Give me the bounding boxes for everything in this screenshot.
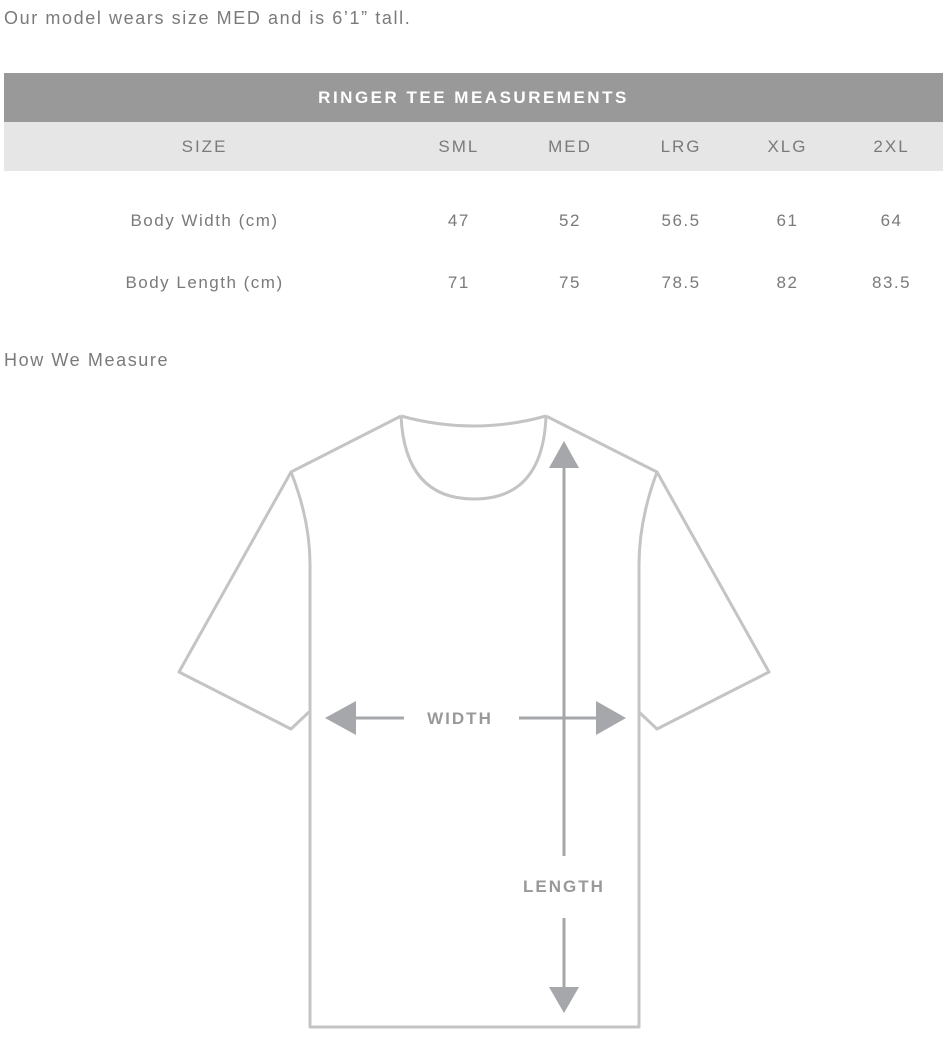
header-cell: SML [405, 122, 513, 171]
measurements-table: RINGER TEE MEASUREMENTS SIZE SML MED LRG… [4, 73, 943, 314]
length-arrow [549, 441, 579, 1013]
width-label: WIDTH [427, 709, 493, 728]
table-row: Body Length (cm) 71 75 78.5 82 83.5 [4, 252, 943, 314]
how-we-measure-heading: How We Measure [4, 350, 170, 370]
cell: 52 [558, 211, 581, 230]
header-cell: XLG [734, 122, 841, 171]
width-arrow [325, 701, 626, 735]
header-cell: MED [512, 122, 628, 171]
cell: 71 [447, 273, 470, 292]
table-title: RINGER TEE MEASUREMENTS [4, 73, 943, 122]
length-label: LENGTH [523, 877, 605, 896]
cell: 47 [447, 211, 470, 230]
cell: 56.5 [661, 211, 701, 230]
cell: 82 [776, 273, 799, 292]
row-label: Body Length (cm) [125, 273, 284, 292]
cell: 83.5 [871, 273, 912, 292]
cell: 75 [558, 273, 581, 292]
header-cell: 2XL [840, 122, 943, 171]
header-cell: LRG [627, 122, 735, 171]
cell: 78.5 [661, 273, 701, 292]
table-row: Body Width (cm) 47 52 56.5 61 64 [4, 171, 943, 252]
cell: 61 [776, 211, 799, 230]
tshirt-outline [177, 414, 771, 1029]
cell: 64 [880, 211, 903, 230]
row-label: Body Width (cm) [130, 211, 279, 230]
table-header-row: SIZE SML MED LRG XLG 2XL [4, 122, 943, 171]
model-size-note: Our model wears size MED and is 6’1” tal… [4, 8, 412, 28]
header-cell: SIZE [4, 122, 406, 171]
